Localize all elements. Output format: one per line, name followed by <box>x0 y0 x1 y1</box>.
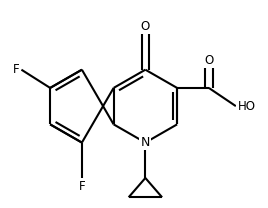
Text: F: F <box>13 63 20 76</box>
Text: O: O <box>141 20 150 33</box>
Text: N: N <box>141 136 150 149</box>
Text: O: O <box>204 54 214 67</box>
Text: F: F <box>79 180 85 193</box>
Text: HO: HO <box>237 100 256 113</box>
